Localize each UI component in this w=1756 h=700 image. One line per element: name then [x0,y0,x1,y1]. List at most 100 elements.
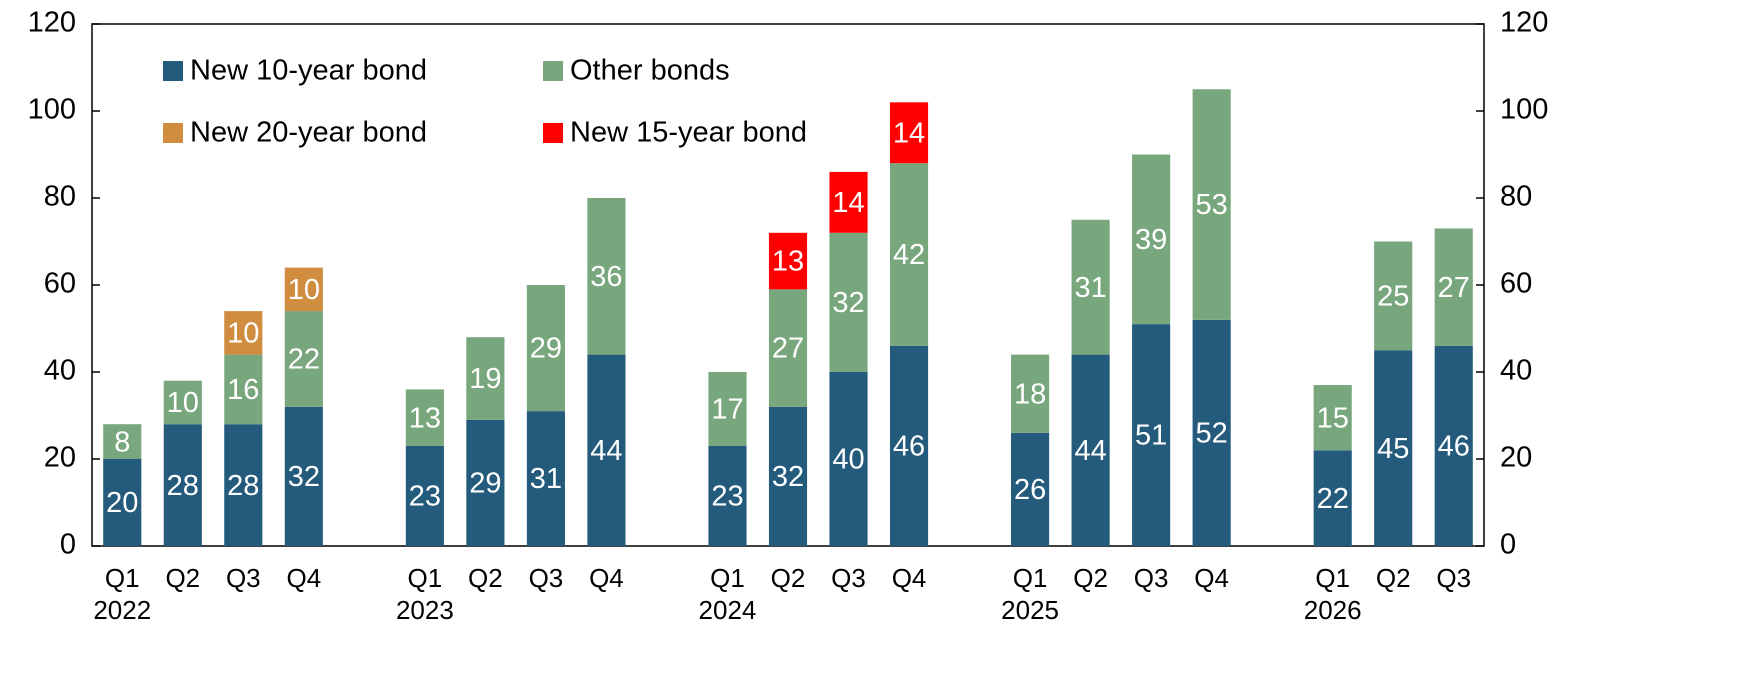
x-tick-label: Q2 [468,563,503,593]
value-label: 32 [832,287,864,319]
value-label: 10 [167,387,199,419]
value-label: 44 [1074,435,1106,467]
bar-segment [1071,354,1110,546]
bar-segment [587,198,626,355]
bar-segment [284,406,323,546]
value-label: 27 [772,333,804,365]
x-tick-label: Q3 [831,563,866,593]
value-label: 13 [409,402,441,434]
y2-tick-label: 20 [1500,442,1532,474]
bar-segment [1132,154,1171,325]
bar-segment [708,445,747,546]
value-label: 40 [832,444,864,476]
x-tick-label: Q3 [226,563,261,593]
bar-segment [889,102,929,164]
bar-segment [1434,345,1473,546]
bar-segment [284,311,323,407]
value-label: 22 [1317,483,1349,515]
value-label: 51 [1135,420,1167,452]
value-label: 28 [227,470,259,502]
legend-label: New 15-year bond [570,117,807,149]
bar-segment [829,232,868,372]
year-label: 2026 [1304,595,1362,625]
value-label: 36 [590,261,622,293]
value-label: 52 [1196,418,1228,450]
legend-swatch [163,123,183,143]
bar-segment [1132,324,1171,546]
bar-segment [1313,385,1352,451]
y-tick-label: 0 [60,529,76,561]
year-label: 2025 [1001,595,1059,625]
y-tick-label: 60 [44,268,76,300]
y2-tick-label: 120 [1500,7,1548,39]
value-label: 10 [227,318,259,350]
bar-segment [1011,432,1050,546]
value-label: 29 [469,468,501,500]
bar-segment [1374,350,1413,546]
value-label: 31 [530,463,562,495]
legend-swatch [543,123,563,143]
y-tick-label: 40 [44,355,76,387]
value-label: 39 [1135,224,1167,256]
value-label: 32 [288,461,320,493]
value-label: 53 [1196,189,1228,221]
x-tick-label: Q3 [1134,563,1169,593]
value-label: 8 [114,426,130,458]
x-tick-label: Q1 [105,563,140,593]
bar-segment [1313,450,1352,546]
value-label: 15 [1317,402,1349,434]
value-label: 44 [590,435,622,467]
bar-segment [224,424,263,546]
x-tick-label: Q3 [529,563,564,593]
value-label: 42 [893,239,925,271]
value-label: 10 [288,274,320,306]
bar-segment [768,406,808,546]
bar-segment [466,337,505,420]
y2-tick-label: 0 [1500,529,1516,561]
value-label: 23 [409,481,441,513]
bar-segment [224,311,263,355]
y2-tick-label: 100 [1500,94,1548,126]
y-tick-label: 100 [28,94,76,126]
bar-segment [224,354,263,425]
x-tick-label: Q1 [408,563,443,593]
bar-segment [526,285,565,412]
value-label: 16 [227,374,259,406]
value-label: 25 [1377,281,1409,313]
value-label: 26 [1014,474,1046,506]
value-label: 20 [106,487,138,519]
bar-segment [284,267,323,312]
x-tick-label: Q1 [1315,563,1350,593]
value-label: 14 [893,117,925,149]
legend-label: New 20-year bond [190,117,427,149]
value-label: 17 [711,394,743,426]
x-tick-label: Q3 [1436,563,1471,593]
bar-segment [1071,219,1110,355]
value-label: 13 [772,246,804,278]
bar-segment [1192,89,1231,320]
bar-segment [163,380,202,425]
y2-tick-label: 60 [1500,268,1532,300]
value-label: 19 [469,363,501,395]
bar-segment [768,289,808,407]
bar-segment [103,459,142,546]
value-label: 29 [530,333,562,365]
bar-segment [1374,241,1413,351]
x-tick-label: Q2 [771,563,806,593]
bar-segment [587,354,626,546]
x-tick-label: Q1 [1013,563,1048,593]
value-label: 46 [1438,431,1470,463]
value-label: 46 [893,431,925,463]
value-label: 23 [711,481,743,513]
bar-segment [103,424,142,459]
bar-segment [1434,228,1473,346]
y-tick-label: 80 [44,181,76,213]
value-label: 32 [772,461,804,493]
value-label: 31 [1074,272,1106,304]
y2-tick-label: 40 [1500,355,1532,387]
bar-segment [829,171,868,233]
x-tick-label: Q1 [710,563,745,593]
bar-segment [889,163,929,346]
value-label: 22 [288,344,320,376]
